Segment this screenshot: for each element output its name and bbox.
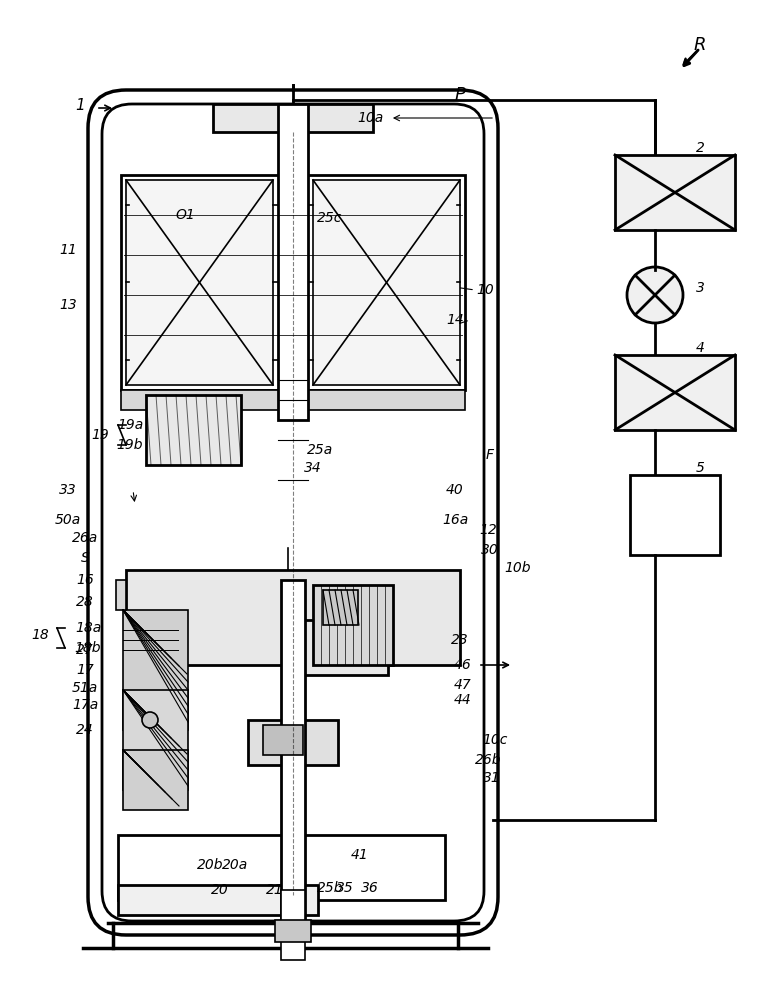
Bar (323, 590, 358, 625)
Bar (298, 620, 388, 675)
Text: 18: 18 (31, 628, 49, 642)
Text: 20b: 20b (197, 858, 223, 872)
Bar (248, 720, 338, 765)
Text: S: S (80, 551, 89, 565)
FancyBboxPatch shape (88, 90, 498, 935)
Text: 25a: 25a (307, 443, 333, 457)
Bar (146, 395, 241, 465)
Text: 30: 30 (481, 543, 499, 557)
Text: 20: 20 (211, 883, 229, 897)
Text: 10c: 10c (482, 733, 508, 747)
Bar (118, 835, 445, 900)
Text: 21: 21 (266, 883, 284, 897)
Text: 10: 10 (476, 283, 494, 297)
Text: 19b: 19b (117, 438, 143, 452)
Text: 51a: 51a (72, 681, 98, 695)
Text: 2: 2 (696, 141, 704, 155)
Text: 24: 24 (76, 723, 94, 737)
Text: 11: 11 (59, 243, 77, 257)
Text: 13: 13 (59, 298, 77, 312)
Text: 17: 17 (76, 663, 94, 677)
Bar (123, 610, 188, 730)
Bar (263, 725, 303, 755)
Bar (121, 175, 465, 390)
Bar (126, 180, 273, 385)
Text: 36: 36 (361, 881, 379, 895)
Text: 25b: 25b (317, 881, 343, 895)
Bar (116, 580, 126, 610)
Text: P: P (454, 86, 465, 104)
Text: 1: 1 (75, 98, 85, 112)
Text: 16: 16 (76, 573, 94, 587)
Bar (278, 104, 308, 420)
Text: 25c: 25c (317, 211, 343, 225)
Text: 33: 33 (59, 483, 77, 497)
Text: F: F (486, 448, 494, 462)
Text: 46: 46 (454, 658, 472, 672)
Bar (118, 885, 318, 915)
Text: 26b: 26b (474, 753, 502, 767)
Text: 27: 27 (76, 643, 94, 657)
Text: 34: 34 (304, 461, 322, 475)
Bar (275, 920, 311, 942)
Text: 10b: 10b (505, 561, 531, 575)
Text: 35: 35 (336, 881, 354, 895)
Bar (615, 155, 735, 230)
Text: 17a: 17a (72, 698, 98, 712)
Bar (630, 475, 720, 555)
Text: O1: O1 (175, 208, 195, 222)
Text: 3: 3 (696, 281, 704, 295)
Text: 18b: 18b (75, 641, 101, 655)
Bar (126, 570, 460, 665)
Circle shape (142, 712, 158, 728)
Circle shape (627, 267, 683, 323)
Text: 23: 23 (451, 633, 469, 647)
Bar (313, 585, 393, 665)
Text: 16a: 16a (442, 513, 468, 527)
Text: 31: 31 (483, 771, 501, 785)
Text: 5: 5 (696, 461, 704, 475)
Text: 44: 44 (454, 693, 472, 707)
Text: 18a: 18a (75, 621, 101, 635)
Text: 28: 28 (76, 595, 94, 609)
Text: 41: 41 (351, 848, 369, 862)
Text: R: R (694, 36, 706, 54)
Bar (123, 690, 188, 790)
Bar (281, 890, 305, 960)
Bar (121, 390, 465, 410)
Text: 10a: 10a (357, 111, 383, 125)
Bar (313, 180, 460, 385)
Bar (281, 580, 305, 920)
Text: 19a: 19a (117, 418, 143, 432)
Text: 12: 12 (479, 523, 497, 537)
Text: 20a: 20a (222, 858, 248, 872)
Text: 4: 4 (696, 341, 704, 355)
Text: 50a: 50a (55, 513, 81, 527)
Text: 47: 47 (454, 678, 472, 692)
Bar (615, 355, 735, 430)
Text: 40: 40 (446, 483, 464, 497)
Bar (213, 104, 373, 132)
Text: 26a: 26a (72, 531, 98, 545)
Text: 14: 14 (446, 313, 464, 327)
Text: 19: 19 (91, 428, 109, 442)
Bar (123, 750, 188, 810)
